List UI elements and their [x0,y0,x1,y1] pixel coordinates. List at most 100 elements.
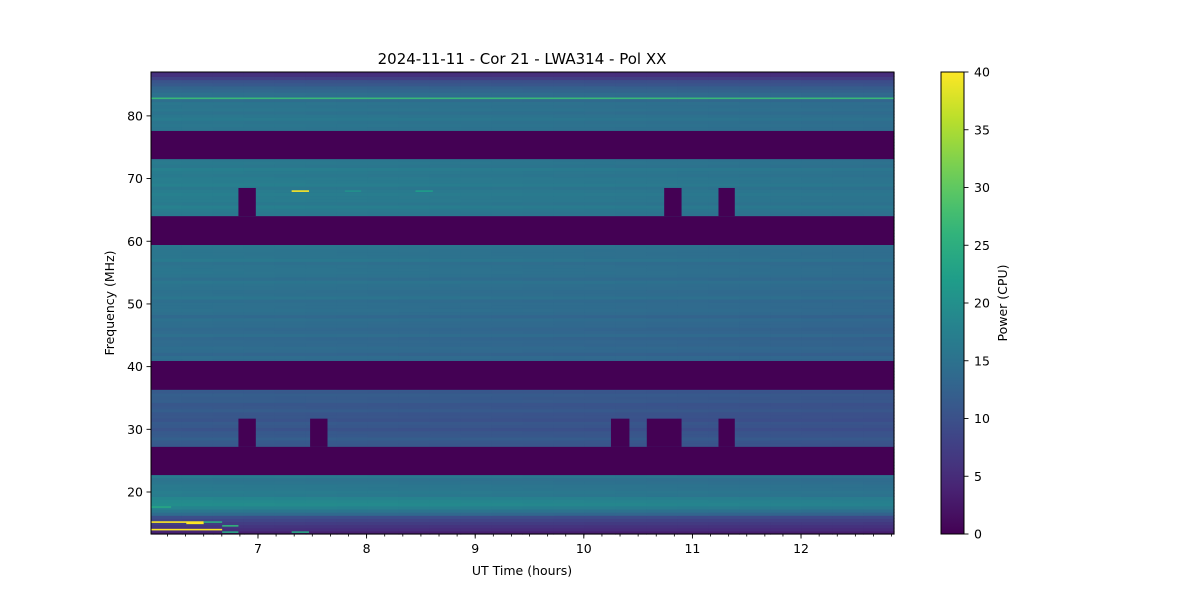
heatmap-cell [398,98,431,103]
heatmap-cell [739,515,771,519]
heatmap-cell [553,248,586,253]
heatmap-cell [708,110,740,115]
heatmap-cell [460,345,493,350]
rfi-line [151,506,172,508]
heatmap-cell [832,433,864,438]
heatmap-cell [429,72,462,74]
heatmap-cell [181,101,214,106]
heatmap-cell [708,289,740,294]
heatmap-cell [801,518,833,523]
heatmap-cell [243,73,276,77]
rfi-line [151,97,894,100]
heatmap-cell [646,161,678,165]
heatmap-cell [398,524,431,529]
heatmap-cell [801,280,833,284]
heatmap-cell [336,261,369,266]
heatmap-cell [429,358,462,363]
heatmap-cell [243,264,276,269]
heatmap-cell [305,317,338,322]
heatmap-cell [367,167,400,172]
heatmap-cell [646,405,678,410]
heatmap-cell [522,267,555,272]
heatmap-cell [398,107,431,112]
heatmap-cell [553,88,586,93]
heatmap-cell [460,198,493,203]
heatmap-cell [460,515,493,519]
heatmap-cell [460,270,493,275]
heatmap-cell [522,518,555,523]
heatmap-cell [243,302,276,306]
heatmap-cell [274,192,307,197]
heatmap-cell [708,283,740,287]
heatmap-cell [677,342,709,347]
heatmap-cell [584,92,616,96]
heatmap-cell [367,358,400,363]
heatmap-cell [181,308,214,313]
heatmap-cell [739,123,771,128]
heatmap-cell [584,173,616,178]
heatmap-cell [429,512,462,516]
heatmap-cell [615,518,647,523]
heatmap-cell [801,490,833,494]
heatmap-cell [491,327,524,331]
heatmap-cell [739,433,771,438]
heatmap-cell [615,389,647,394]
heatmap-cell [584,408,616,413]
rfi-line [203,521,223,523]
heatmap-cell [151,512,183,516]
heatmap-cell [646,280,678,284]
heatmap-cell [584,530,616,535]
heatmap-cell [553,201,586,206]
heatmap-cell [151,273,183,278]
heatmap-cell [367,170,400,175]
heatmap-cell [460,530,493,535]
heatmap-cell [770,298,802,303]
heatmap-cell [274,270,307,275]
heatmap-cell [151,345,183,350]
heatmap-cell [181,182,214,187]
heatmap-cell [305,474,338,479]
heatmap-cell [398,189,431,193]
heatmap-cell [274,182,307,187]
heatmap-cell [832,483,864,488]
masked-notch [718,187,735,217]
heatmap-cell [553,320,586,325]
heatmap-cell [274,317,307,322]
heatmap-cell [429,179,462,184]
heatmap-cell [677,173,709,178]
heatmap-cell [677,157,709,162]
heatmap-cell [367,82,400,87]
heatmap-cell [367,98,400,103]
heatmap-cell [274,186,307,190]
heatmap-cell [832,101,864,106]
heatmap-cell [181,427,214,432]
heatmap-cell [553,430,586,435]
heatmap-cell [708,490,740,494]
heatmap-cell [739,305,771,309]
heatmap-cell [646,411,678,416]
heatmap-cell [212,192,245,197]
heatmap-cell [708,292,740,297]
heatmap-cell [151,414,183,419]
heatmap-cell [274,123,307,128]
heatmap-cell [739,176,771,181]
heatmap-cell [367,76,400,81]
heatmap-cell [305,327,338,331]
heatmap-cell [708,342,740,347]
heatmap-cell [770,73,802,77]
heatmap-cell [584,126,616,131]
heatmap-cell [770,289,802,294]
heatmap-cell [553,123,586,128]
heatmap-cell [615,521,647,526]
heatmap-cell [584,192,616,197]
heatmap-cell [832,88,864,93]
heatmap-cell [212,320,245,325]
heatmap-cell [243,518,276,523]
heatmap-cell [151,418,183,422]
heatmap-cell [863,245,895,250]
heatmap-cell [739,255,771,259]
heatmap-cell [274,311,307,316]
heatmap-cell [801,345,833,350]
heatmap-cell [243,355,276,360]
heatmap-cell [336,289,369,294]
